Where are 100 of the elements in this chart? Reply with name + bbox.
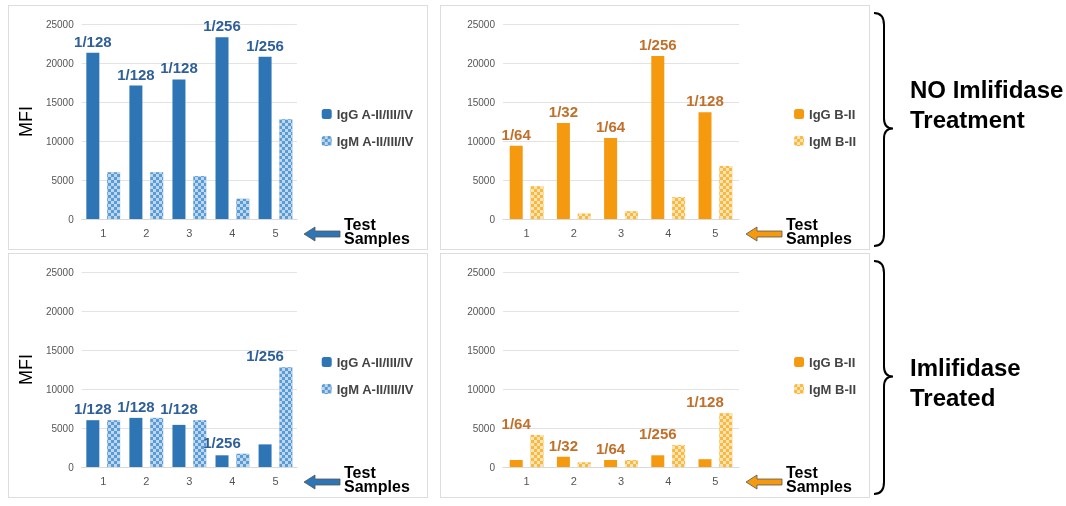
y-tick-label: 25000	[467, 18, 496, 30]
y-tick-label: 10000	[45, 135, 75, 147]
x-tick-label: 5	[272, 474, 279, 487]
y-tick-label: 5000	[51, 422, 75, 434]
y-tick-label: 0	[489, 461, 496, 473]
legend-label: IgM B-II	[809, 133, 856, 149]
text: NO Imlifidase Treatment	[910, 75, 1065, 135]
x-axis-title: Test Samples	[344, 216, 411, 247]
x-tick-label: 5	[272, 226, 279, 239]
x-tick-label: 3	[617, 474, 625, 487]
y-tick-label: 20000	[45, 305, 75, 317]
legend-label: IgG B-II	[809, 106, 856, 122]
bar	[698, 112, 712, 219]
bar	[129, 417, 143, 467]
x-tick-label: 3	[186, 226, 193, 239]
bar	[172, 424, 186, 467]
x-tick-label: 1	[100, 474, 107, 487]
annotation: 1/256	[203, 433, 241, 451]
y-tick-label: 5000	[472, 422, 496, 434]
y-tick-label: 5000	[51, 174, 75, 186]
bar	[651, 455, 665, 467]
x-tick-label: 1	[523, 226, 530, 239]
bar	[129, 85, 143, 219]
x-tick-label: 2	[143, 474, 150, 487]
y-tick-label: 25000	[45, 266, 75, 278]
legend-label: IgM A-II/III/IV	[336, 133, 414, 149]
x-tick-label: 1	[523, 474, 530, 487]
x-tick-label: 2	[570, 226, 577, 239]
y-tick-label: 15000	[45, 344, 75, 356]
legend-label: IgM A-II/III/IV	[336, 381, 414, 397]
annotation: 1/128	[686, 92, 724, 110]
bar	[698, 459, 712, 467]
legend-label: IgG A-II/III/IV	[336, 354, 414, 370]
annotation: 1/256	[246, 36, 284, 54]
bar	[215, 37, 229, 219]
annotation: 1/256	[246, 347, 284, 365]
y-tick-label: 25000	[45, 18, 75, 30]
y-tick-label: 10000	[45, 383, 75, 395]
bar	[556, 456, 570, 467]
annotation: 1/32	[548, 103, 578, 121]
y-tick-label: 5000	[472, 174, 496, 186]
bar	[86, 52, 100, 219]
annotation: 1/256	[639, 425, 677, 443]
bar	[258, 56, 272, 219]
legend-label: IgG A-II/III/IV	[336, 106, 414, 122]
y-tick-label: 15000	[45, 96, 75, 108]
bar	[556, 123, 570, 219]
annotation: 1/64	[501, 125, 532, 143]
bar	[604, 459, 618, 467]
y-tick-label: 10000	[467, 135, 496, 147]
annotation: 1/128	[74, 400, 112, 418]
y-tick-label: 15000	[467, 96, 496, 108]
text: Imlifidase Treated	[910, 353, 1022, 413]
y-tick-label: 15000	[467, 344, 496, 356]
y-tick-label: 20000	[467, 57, 496, 69]
x-tick-label: 3	[617, 226, 625, 239]
annotation: 1/256	[203, 17, 241, 35]
legend-label: IgM B-II	[809, 381, 856, 397]
x-tick-label: 4	[229, 226, 236, 239]
x-tick-label: 4	[665, 226, 672, 239]
annotation: 1/128	[160, 400, 198, 418]
x-tick-label: 2	[570, 474, 577, 487]
annotation: 1/128	[686, 393, 724, 411]
annotation: 1/128	[117, 65, 155, 83]
y-tick-label: 20000	[467, 305, 496, 317]
annotation: 1/128	[74, 32, 112, 50]
annotation: 1/32	[548, 436, 578, 454]
y-tick-label: 25000	[467, 266, 496, 278]
bar	[172, 79, 186, 219]
bar	[86, 420, 100, 467]
x-tick-label: 2	[143, 226, 150, 239]
bar	[215, 455, 229, 467]
y-tick-label: 20000	[45, 57, 75, 69]
x-tick-label: 3	[186, 474, 193, 487]
x-tick-label: 5	[712, 474, 719, 487]
x-tick-label: 1	[100, 226, 107, 239]
y-tick-label: 0	[68, 213, 75, 225]
x-tick-label: 5	[712, 226, 719, 239]
y-axis-title: MFI	[16, 354, 36, 385]
bar	[509, 145, 523, 219]
bar	[509, 459, 523, 467]
y-tick-label: 0	[68, 461, 75, 473]
annotation: 1/64	[596, 439, 626, 457]
bar	[604, 137, 618, 219]
legend-label: IgG B-II	[809, 354, 856, 370]
x-axis-title: Test Samples	[786, 464, 853, 495]
x-tick-label: 4	[665, 474, 672, 487]
x-axis-title: Test Samples	[344, 464, 411, 495]
y-tick-label: 10000	[467, 383, 496, 395]
x-axis-title: Test Samples	[786, 216, 853, 247]
x-tick-label: 4	[229, 474, 236, 487]
y-tick-label: 0	[489, 213, 496, 225]
annotation: 1/64	[501, 415, 532, 433]
bar	[651, 55, 665, 219]
annotation: 1/256	[639, 35, 677, 53]
bar	[258, 444, 272, 467]
annotation: 1/64	[596, 117, 626, 135]
annotation: 1/128	[117, 397, 155, 415]
annotation: 1/128	[160, 59, 198, 77]
y-axis-title: MFI	[16, 106, 36, 137]
